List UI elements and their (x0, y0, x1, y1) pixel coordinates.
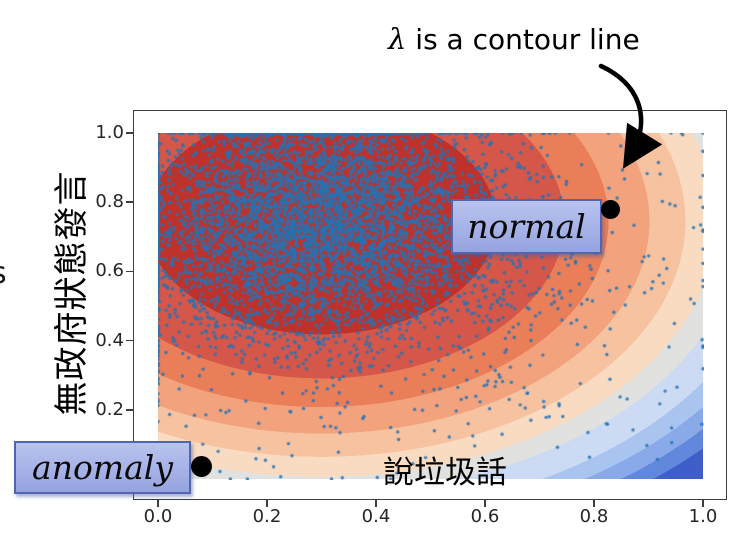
y-tick-mark (126, 201, 133, 203)
x-axis-label-inner: 說垃圾話 (383, 455, 507, 491)
y-tick-label: 0.8 (95, 191, 124, 213)
x-tick-mark (157, 500, 159, 507)
anomaly-label: anomaly (32, 448, 173, 487)
y-tick-label: 1.0 (95, 122, 124, 143)
x-tick-label: 0.2 (252, 506, 282, 527)
y-tick-mark (126, 409, 133, 411)
x-tick-label: 0.4 (361, 506, 391, 527)
y-axis-label: 無政府狀態發言 (52, 170, 92, 416)
x-tick-label: 0.8 (579, 506, 609, 527)
y-tick-label: 0.6 (95, 260, 124, 282)
y-tick-label: 0.4 (95, 329, 124, 351)
annotation-title: λ is a contour line (388, 22, 688, 62)
annotation-title-text: is a contour line (406, 23, 640, 56)
y-tick-mark (126, 339, 133, 342)
normal-label: normal (467, 207, 586, 246)
y-tick-label: 0.2 (95, 398, 124, 420)
lambda-symbol: λ (388, 22, 407, 56)
x-tick-mark (702, 500, 704, 507)
scatter-points (158, 133, 704, 480)
x-tick-label: 0.6 (470, 506, 500, 527)
y-tick-mark (126, 270, 133, 273)
x-tick-mark (593, 500, 595, 507)
clipped-edge-text: s (0, 256, 7, 291)
anomaly-point-dot (191, 456, 213, 478)
normal-point-dot (600, 199, 620, 219)
anomaly-label-box: anomaly (14, 441, 191, 494)
y-tick-mark (126, 132, 133, 134)
x-tick-label: 0.0 (143, 506, 173, 527)
normal-label-box: normal (451, 199, 602, 254)
x-tick-mark (375, 500, 377, 507)
x-tick-mark (484, 500, 486, 507)
x-tick-label: 1.0 (688, 506, 718, 527)
x-tick-mark (266, 500, 268, 507)
